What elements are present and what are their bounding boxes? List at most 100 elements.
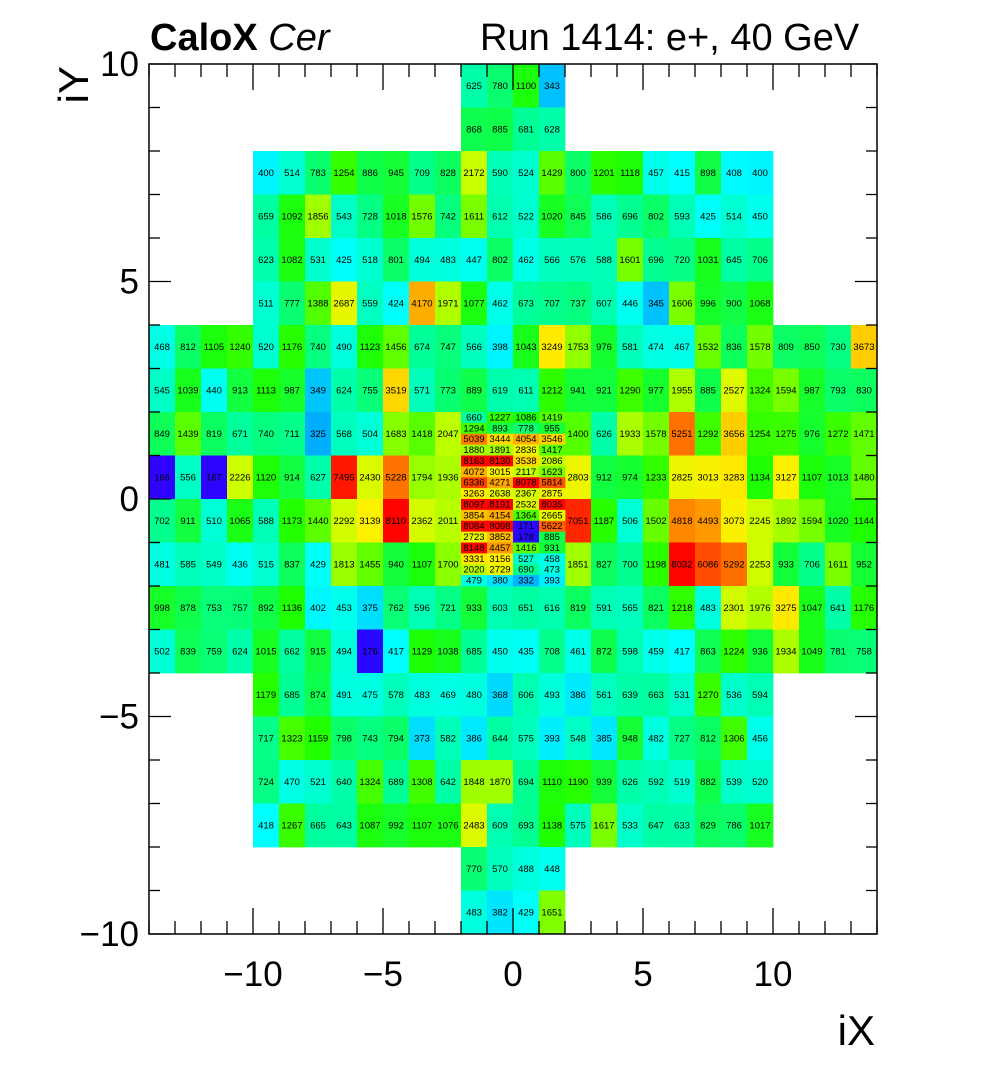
- cell-value-label: 467: [674, 342, 690, 353]
- heatmap-cell: [539, 488, 566, 500]
- heatmap-cell: [461, 531, 488, 543]
- heatmap-cell: [279, 455, 306, 500]
- cell-value-label: 556: [180, 473, 196, 484]
- cell-value-label: 1851: [567, 560, 588, 571]
- cell-value-label: 598: [622, 647, 638, 658]
- heatmap-cell: [695, 499, 722, 543]
- heatmap-cell: [695, 325, 722, 369]
- cell-value-label: 1077: [463, 299, 484, 310]
- cell-value-label: 8084: [463, 521, 484, 532]
- cell-value-label: 1439: [177, 429, 198, 440]
- heatmap-cell: [409, 412, 436, 456]
- cell-value-label: 1456: [385, 342, 406, 353]
- cell-value-label: 868: [466, 125, 482, 136]
- cell-value-label: 457: [648, 168, 664, 179]
- cell-value-label: 1176: [282, 342, 302, 353]
- cell-value-label: 418: [258, 821, 274, 832]
- heatmap-cell: [539, 509, 566, 522]
- heatmap-cell: [357, 629, 384, 674]
- cell-value-label: 4154: [489, 510, 510, 521]
- cell-value-label: 578: [388, 690, 404, 701]
- cell-value-label: 955: [544, 423, 560, 434]
- cell-value-label: 545: [154, 386, 170, 397]
- cell-value-label: 783: [310, 168, 326, 179]
- cell-value-label: 483: [700, 603, 716, 614]
- heatmap-cell: [253, 586, 280, 630]
- heatmap-cell: [669, 368, 696, 413]
- heatmap-cell: [513, 488, 540, 500]
- cell-value-label: 2687: [333, 299, 354, 310]
- cell-value-label: 663: [648, 690, 664, 701]
- cell-value-label: 594: [752, 690, 768, 701]
- heatmap-cell: [461, 64, 488, 108]
- cell-value-label: 450: [492, 647, 508, 658]
- heatmap-cell: [487, 564, 514, 576]
- heatmap-cell: [565, 412, 592, 456]
- cell-value-label: 702: [154, 516, 170, 527]
- heatmap-cell: [227, 542, 254, 587]
- cell-value-label: 987: [804, 386, 820, 397]
- heatmap-cell: [617, 542, 644, 587]
- cell-value-label: 839: [180, 647, 196, 658]
- heatmap-cell: [487, 509, 514, 522]
- cell-value-label: 1123: [360, 342, 380, 353]
- tick-label: 0: [503, 955, 522, 994]
- heatmap-cell: [747, 673, 774, 717]
- cell-value-label: 976: [804, 429, 820, 440]
- heatmap-cell: [747, 455, 774, 500]
- cell-value-label: 458: [544, 554, 560, 565]
- cell-value-label: 941: [570, 386, 586, 397]
- cell-value-label: 490: [336, 342, 352, 353]
- cell-value-label: 474: [648, 342, 664, 353]
- cell-value-label: 777: [284, 299, 300, 310]
- heatmap-cell: [825, 542, 852, 587]
- cell-value-label: 886: [362, 168, 378, 179]
- cell-value-label: 3263: [463, 489, 484, 500]
- heatmap-cell: [747, 499, 774, 543]
- cell-value-label: 588: [596, 255, 612, 266]
- cell-value-label: 510: [206, 516, 222, 527]
- heatmap-cell: [539, 520, 566, 533]
- cell-value-label: 1031: [697, 255, 718, 266]
- heatmap-cell: [721, 542, 748, 587]
- heatmap-cell: [357, 542, 384, 587]
- tick-label: 10: [754, 955, 793, 994]
- cell-value-label: 1440: [307, 516, 328, 527]
- cell-value-label: 1065: [229, 516, 250, 527]
- heatmap-cell: [305, 499, 332, 543]
- cell-value-label: 480: [466, 690, 482, 701]
- heatmap-cell: [799, 629, 826, 674]
- heatmap-cell: [851, 455, 878, 500]
- heatmap-cell: [799, 412, 826, 456]
- cell-value-label: 998: [154, 603, 170, 614]
- cell-value-label: 974: [622, 473, 638, 484]
- heatmap-cell: [227, 499, 254, 543]
- cell-value-label: 645: [726, 255, 742, 266]
- heatmap-cell: [487, 455, 514, 467]
- heatmap-cell: [409, 325, 436, 369]
- cell-value-label: 515: [258, 560, 274, 571]
- heatmap-cell: [539, 64, 566, 108]
- cell-value-label: 8130: [489, 456, 510, 467]
- plot-title-left: CaloX Cer: [150, 14, 330, 62]
- heatmap-cell: [461, 890, 488, 935]
- cell-value-label: 539: [726, 777, 742, 788]
- heatmap-cell: [461, 477, 488, 489]
- cell-value-label: 721: [440, 603, 456, 614]
- heatmap-cell: [383, 194, 410, 239]
- cell-value-label: 417: [674, 647, 690, 658]
- heatmap-cell: [669, 499, 696, 543]
- cell-value-label: 514: [284, 168, 300, 179]
- cell-value-label: 332: [518, 576, 534, 587]
- heatmap-cell: [513, 760, 540, 804]
- cell-value-label: 1173: [282, 516, 302, 527]
- heatmap-cell: [565, 673, 592, 717]
- heatmap-cell: [253, 673, 280, 717]
- heatmap-cell: [487, 803, 514, 848]
- heatmap-cell: [539, 281, 566, 326]
- heatmap-cell: [539, 107, 566, 152]
- heatmap-cell: [487, 488, 514, 500]
- cell-value-label: 400: [752, 168, 768, 179]
- cell-value-label: 828: [440, 168, 456, 179]
- heatmap-cell: [253, 194, 280, 239]
